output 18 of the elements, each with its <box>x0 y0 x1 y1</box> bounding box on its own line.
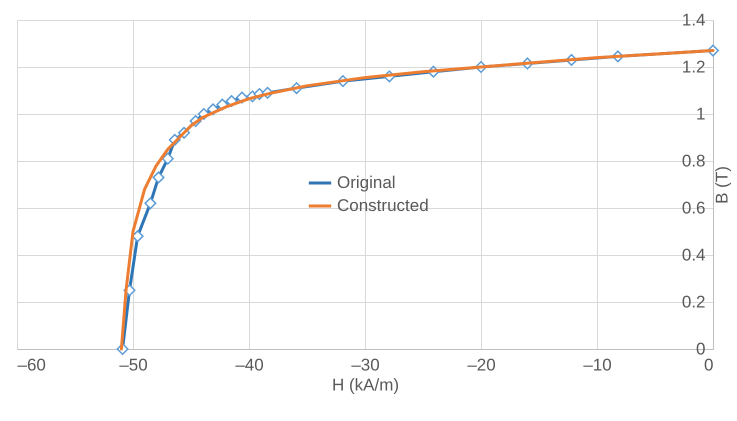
y-tick-label: 0.6 <box>682 198 706 218</box>
y-tick-label: 0.8 <box>682 152 706 170</box>
x-tick-label: –20 <box>467 356 496 374</box>
y-tick-label: 1 <box>696 104 706 124</box>
y-tick-label: 1.2 <box>682 58 706 76</box>
y-axis-title: B (T) <box>712 166 732 204</box>
legend-label: Constructed <box>337 196 429 215</box>
y-tick-label: 1.4 <box>682 10 706 30</box>
x-tick-label: –30 <box>351 356 380 374</box>
y-tick-label: 0.2 <box>682 292 706 312</box>
legend-label: Original <box>337 173 396 192</box>
x-tick-label: –50 <box>119 356 148 374</box>
x-tick-label: –40 <box>235 356 264 374</box>
x-axis-title: H (kA/m) <box>332 376 400 394</box>
x-tick-label: –10 <box>583 356 612 374</box>
y-tick-label: 0 <box>696 340 706 358</box>
y-tick-label: 0.4 <box>682 246 706 264</box>
x-tick-label: –60 <box>18 356 46 374</box>
